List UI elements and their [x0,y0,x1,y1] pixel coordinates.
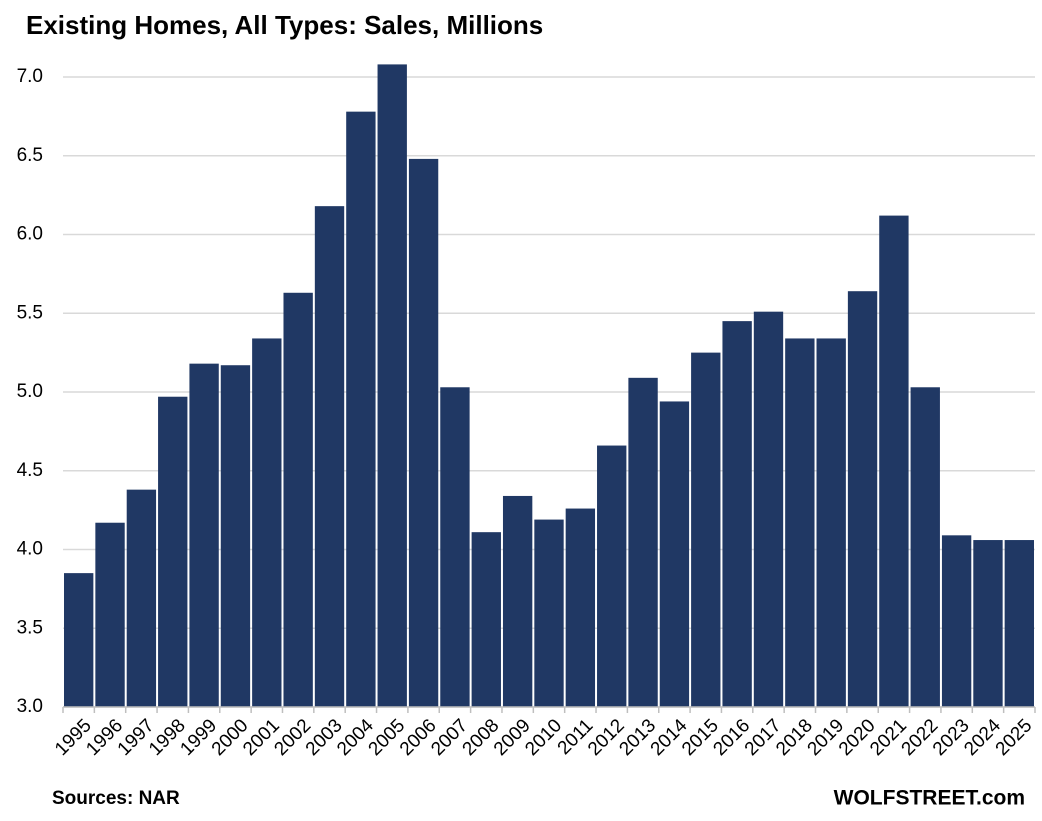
bar [1004,540,1034,707]
credit: WOLFSTREET.com [834,787,1025,810]
y-tick-label: 7.0 [17,66,43,87]
y-tick-label: 4.0 [17,539,43,560]
bar [691,352,721,707]
y-tick-label: 3.5 [17,617,43,638]
bar [126,489,157,707]
bar [722,321,752,707]
bar [252,338,282,707]
bar [158,396,188,707]
y-tick-label: 6.5 [17,145,43,166]
bar [189,363,219,707]
bar [659,401,690,707]
bar [314,206,345,707]
bar [283,292,313,707]
bar [565,508,596,707]
bar [910,387,940,707]
bar [785,338,815,707]
bar [628,377,658,707]
bar [597,445,627,707]
bar [753,311,784,707]
y-tick-label: 5.0 [17,381,43,402]
chart-title: Existing Homes, All Types: Sales, Millio… [26,10,543,40]
bar [973,540,1003,707]
bar [534,519,564,707]
bar [220,365,251,707]
bar [471,532,501,707]
bar [377,64,407,707]
bar [408,158,439,707]
y-tick-label: 5.5 [17,302,43,323]
bar [816,338,846,707]
bar [941,535,972,707]
bar [64,573,94,707]
bar [95,522,125,707]
bar [440,387,470,707]
bar [847,291,878,707]
y-tick-label: 3.0 [17,696,43,717]
y-tick-label: 4.5 [17,460,43,481]
source-note: Sources: NAR [52,788,180,809]
y-tick-label: 6.0 [17,224,43,245]
x-tick-label: 2025 [992,715,1037,760]
bar [502,495,533,707]
bar [346,111,376,707]
bar [879,215,909,707]
